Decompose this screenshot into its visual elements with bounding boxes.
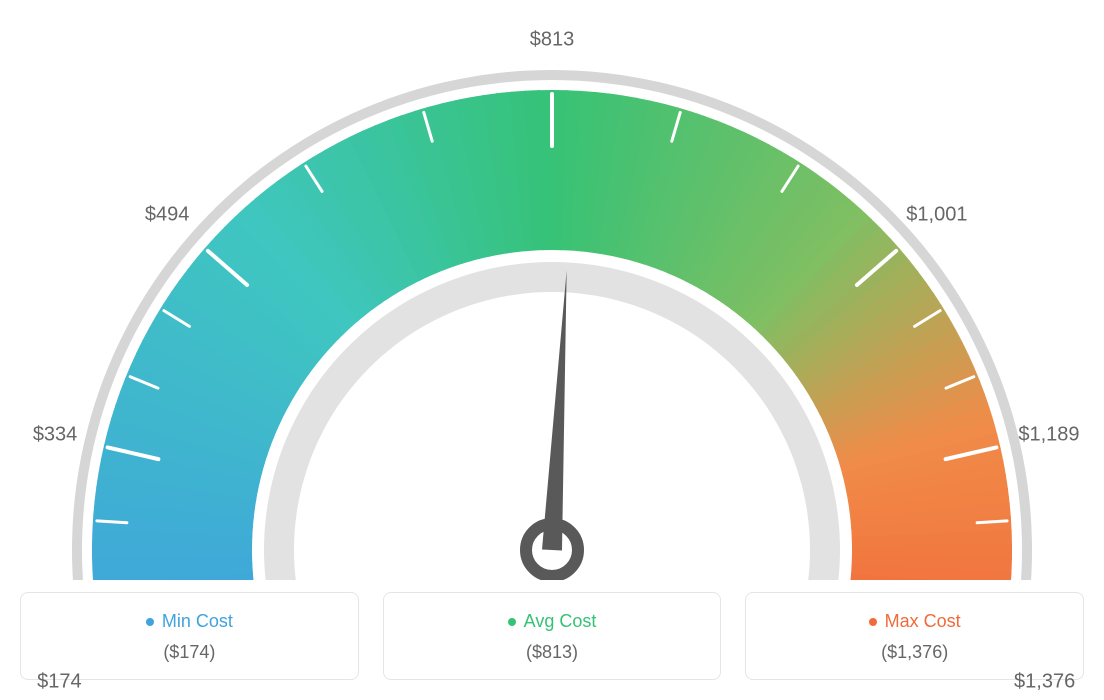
legend-card: Min Cost ($174) — [20, 592, 359, 680]
gauge-needle — [526, 270, 578, 576]
legend-card: Max Cost ($1,376) — [745, 592, 1084, 680]
gauge-tick-label: $494 — [145, 204, 190, 227]
legend-dot-icon — [869, 618, 877, 626]
gauge-tick-label: $813 — [530, 29, 575, 52]
legend-value: ($1,376) — [754, 642, 1075, 663]
legend-label: Avg Cost — [524, 611, 597, 632]
legend-value: ($174) — [29, 642, 350, 663]
cost-gauge-chart: $174$334$494$813$1,001$1,189$1,376 — [20, 20, 1084, 580]
gauge-tick-label: $334 — [33, 424, 78, 447]
legend-title: Min Cost — [146, 611, 233, 632]
gauge-tick-label: $1,001 — [906, 204, 967, 227]
legend-title: Avg Cost — [508, 611, 597, 632]
legend-card: Avg Cost ($813) — [383, 592, 722, 680]
gauge-svg — [20, 20, 1084, 580]
legend-dot-icon — [508, 618, 516, 626]
legend-value: ($813) — [392, 642, 713, 663]
legend-label: Min Cost — [162, 611, 233, 632]
legend-dot-icon — [146, 618, 154, 626]
legend-row: Min Cost ($174) Avg Cost ($813) Max Cost ($1,… — [20, 592, 1084, 680]
gauge-tick-label: $174 — [37, 670, 82, 693]
legend-label: Max Cost — [885, 611, 961, 632]
legend-title: Max Cost — [869, 611, 961, 632]
gauge-tick-label: $1,189 — [1018, 424, 1079, 447]
gauge-tick-label: $1,376 — [1014, 670, 1075, 693]
